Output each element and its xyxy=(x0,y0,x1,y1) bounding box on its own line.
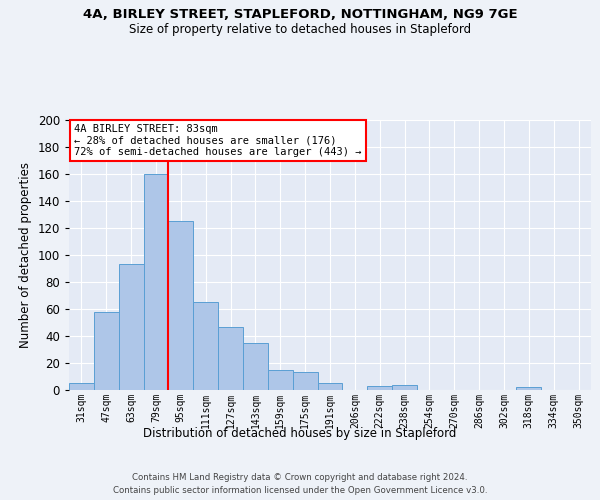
Text: Distribution of detached houses by size in Stapleford: Distribution of detached houses by size … xyxy=(143,428,457,440)
Text: Contains HM Land Registry data © Crown copyright and database right 2024.: Contains HM Land Registry data © Crown c… xyxy=(132,472,468,482)
Text: Size of property relative to detached houses in Stapleford: Size of property relative to detached ho… xyxy=(129,22,471,36)
Bar xyxy=(367,386,392,390)
Bar xyxy=(243,343,268,390)
Bar xyxy=(193,302,218,390)
Bar xyxy=(392,384,417,390)
Bar xyxy=(218,326,243,390)
Bar xyxy=(119,264,143,390)
Bar xyxy=(293,372,317,390)
Bar xyxy=(143,174,169,390)
Text: 4A, BIRLEY STREET, STAPLEFORD, NOTTINGHAM, NG9 7GE: 4A, BIRLEY STREET, STAPLEFORD, NOTTINGHA… xyxy=(83,8,517,20)
Bar xyxy=(94,312,119,390)
Bar xyxy=(169,221,193,390)
Text: 4A BIRLEY STREET: 83sqm
← 28% of detached houses are smaller (176)
72% of semi-d: 4A BIRLEY STREET: 83sqm ← 28% of detache… xyxy=(74,124,362,157)
Bar xyxy=(268,370,293,390)
Text: Contains public sector information licensed under the Open Government Licence v3: Contains public sector information licen… xyxy=(113,486,487,495)
Y-axis label: Number of detached properties: Number of detached properties xyxy=(19,162,32,348)
Bar xyxy=(69,383,94,390)
Bar xyxy=(317,383,343,390)
Bar xyxy=(517,388,541,390)
